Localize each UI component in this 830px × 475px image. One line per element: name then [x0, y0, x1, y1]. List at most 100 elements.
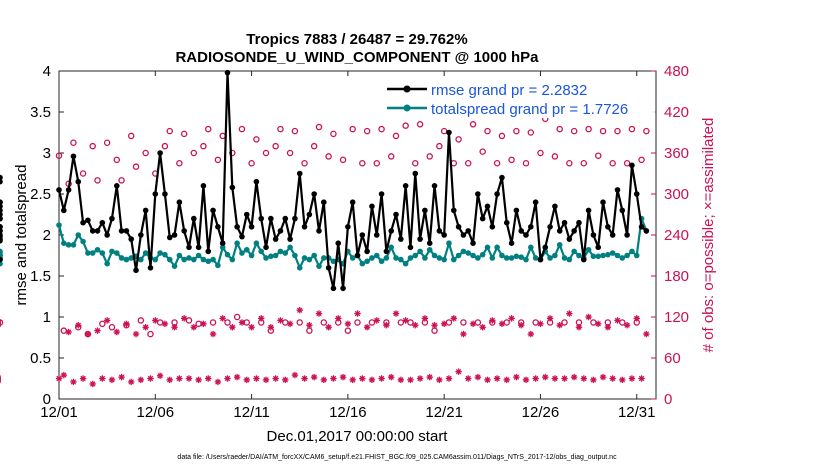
assimilated-obs-point — [527, 330, 535, 338]
y-tick-label-left: 2.5 — [30, 186, 51, 203]
asterisk-stroke — [374, 317, 380, 324]
asterisk-stroke — [345, 321, 351, 327]
asterisk-stroke — [518, 322, 524, 328]
possible-obs-point — [325, 153, 332, 160]
assimilated-obs-point — [185, 375, 193, 382]
rmse-point — [595, 244, 602, 251]
asterisk-stroke — [234, 374, 240, 380]
rmse-point — [330, 285, 337, 292]
rmse-point — [219, 240, 226, 246]
rmse-point — [186, 244, 192, 251]
rmse-point — [532, 199, 539, 205]
asterisk-stroke — [85, 331, 91, 337]
possible-obs-point — [426, 153, 433, 160]
rmse-point — [624, 232, 630, 238]
rmse-point — [446, 129, 452, 136]
asterisk-stroke — [244, 377, 250, 383]
rmse-point — [590, 232, 597, 238]
rmse-point — [407, 244, 414, 251]
assimilated-obs-point — [296, 306, 303, 314]
x-axis-label: Dec.01,2017 00:00:00 start — [267, 428, 449, 445]
possible-obs-point — [378, 125, 385, 133]
asterisk-stroke — [171, 324, 178, 330]
rmse-point — [123, 228, 130, 234]
possible-obs-point — [363, 127, 371, 135]
rmse-point — [109, 215, 115, 222]
rmse-point — [571, 228, 577, 234]
rmse-point — [369, 203, 375, 210]
totalspread-point — [499, 252, 505, 259]
asterisk-stroke — [446, 375, 452, 382]
rmse-point — [104, 232, 110, 238]
asterisk-stroke — [70, 379, 77, 385]
totalspread-point — [378, 258, 385, 265]
rmse-point — [373, 232, 380, 238]
assimilated-obs-point — [349, 376, 356, 384]
rmse-point — [426, 240, 433, 246]
assimilated-obs-point — [166, 376, 173, 384]
rmse-point — [633, 191, 640, 197]
totalspread-point — [215, 262, 221, 269]
totalspread-point — [518, 254, 524, 260]
rmse-point — [643, 228, 650, 234]
possible-obs-point — [527, 129, 535, 136]
y-tick-label-left: 0 — [43, 391, 51, 408]
possible-obs-point — [233, 313, 241, 321]
assimilated-obs-point — [590, 376, 597, 384]
possible-obs-point — [513, 127, 520, 135]
asterisk-stroke — [335, 315, 341, 322]
asterisk-stroke — [104, 317, 110, 324]
possible-obs-point — [638, 156, 645, 164]
y-tick-label-right: 120 — [664, 309, 689, 326]
totalspread-point — [229, 256, 236, 263]
assimilated-obs-point — [156, 372, 164, 379]
totalspread-point — [75, 232, 82, 238]
rmse-point — [393, 211, 399, 218]
assimilated-obs-point — [469, 320, 477, 328]
asterisk-stroke — [316, 310, 322, 317]
asterisk-stroke — [263, 377, 269, 383]
y-tick-label-left: 1 — [43, 309, 51, 326]
possible-obs-point — [354, 319, 361, 326]
asterisk-stroke — [114, 329, 120, 335]
asterisk-stroke — [571, 374, 577, 380]
assimilated-obs-point — [503, 376, 510, 384]
totalspread-point — [585, 246, 592, 253]
asterisk-stroke — [109, 377, 115, 383]
totalspread-point — [571, 248, 577, 255]
assimilated-obs-point — [147, 375, 154, 382]
rmse-point — [94, 228, 101, 234]
totalspread-point — [605, 251, 611, 258]
asterisk-stroke — [369, 377, 375, 383]
assimilated-obs-point — [315, 310, 323, 317]
assimilated-obs-point — [272, 375, 279, 382]
asterisk-stroke — [532, 375, 539, 382]
asterisk-stroke — [191, 324, 197, 330]
assimilated-obs-point — [498, 320, 506, 328]
totalspread-point — [292, 252, 298, 259]
totalspread-point — [412, 252, 419, 259]
totalspread-point — [393, 255, 399, 261]
possible-obs-point — [238, 125, 246, 133]
assimilated-obs-point — [426, 373, 433, 381]
assimilated-obs-point — [416, 375, 424, 382]
totalspread-point — [460, 248, 467, 255]
totalspread-point — [65, 242, 72, 248]
rmse-point — [263, 244, 269, 251]
rmse-point — [484, 203, 491, 210]
assimilated-obs-point — [229, 324, 236, 331]
assimilated-obs-point — [132, 330, 140, 338]
assimilated-obs-point — [306, 322, 313, 329]
possible-obs-point — [291, 127, 299, 135]
assimilated-obs-point — [214, 378, 222, 386]
rmse-point — [258, 215, 265, 222]
assimilated-obs-point — [94, 327, 101, 334]
asterisk-stroke — [239, 319, 245, 326]
assimilated-obs-point — [75, 322, 82, 329]
asterisk-stroke — [297, 307, 303, 313]
asterisk-stroke — [215, 379, 221, 385]
asterisk-stroke — [455, 368, 462, 375]
possible-obs-point — [412, 159, 419, 167]
rmse-point — [113, 183, 120, 189]
